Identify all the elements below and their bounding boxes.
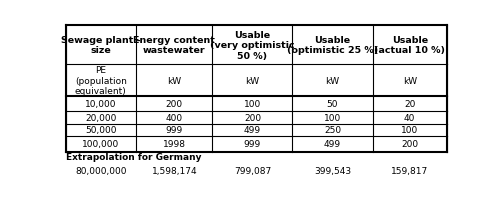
Text: Usable
(very optimistic
50 %): Usable (very optimistic 50 %) [210,31,294,60]
Text: 200: 200 [244,114,261,123]
Text: 100,000: 100,000 [82,140,120,149]
Text: 100: 100 [324,114,341,123]
Text: 100: 100 [244,100,261,109]
Text: 999: 999 [244,140,261,149]
Text: 250: 250 [324,126,341,135]
Text: Energy content
wastewater: Energy content wastewater [134,36,215,55]
Text: kW: kW [326,76,340,85]
Text: kW: kW [167,76,182,85]
Text: 50: 50 [327,100,338,109]
Text: 200: 200 [401,140,418,149]
Text: 100: 100 [401,126,418,135]
Text: 50,000: 50,000 [85,126,116,135]
Text: PE
(population
equivalent): PE (population equivalent) [75,66,127,96]
Text: 80,000,000: 80,000,000 [75,166,126,175]
Text: 159,817: 159,817 [391,166,428,175]
Text: 20: 20 [404,100,415,109]
Text: Sewage plant -
size: Sewage plant - size [61,36,140,55]
Text: 1998: 1998 [163,140,186,149]
Text: Usable
(actual 10 %): Usable (actual 10 %) [374,36,445,55]
Text: 1,598,174: 1,598,174 [152,166,197,175]
Text: Extrapolation for Germany: Extrapolation for Germany [66,152,202,161]
Text: 399,543: 399,543 [314,166,351,175]
Text: 40: 40 [404,114,415,123]
Text: Usable
(optimistic 25 %): Usable (optimistic 25 %) [287,36,378,55]
Text: 200: 200 [166,100,183,109]
Text: 400: 400 [166,114,183,123]
Text: kW: kW [246,76,260,85]
Text: 799,087: 799,087 [234,166,271,175]
Text: 999: 999 [166,126,183,135]
Text: 10,000: 10,000 [85,100,116,109]
Text: 20,000: 20,000 [85,114,116,123]
Text: kW: kW [402,76,417,85]
Text: 499: 499 [244,126,261,135]
Text: 499: 499 [324,140,341,149]
